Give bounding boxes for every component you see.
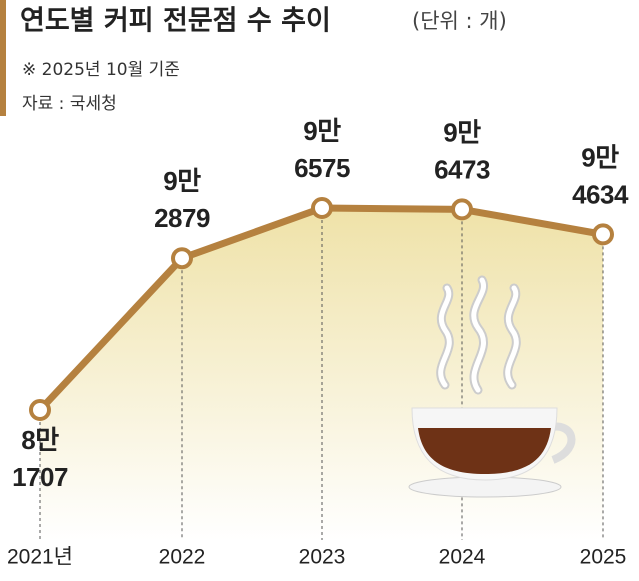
x-tick-label: 2021년 (7, 546, 73, 569)
point (171, 247, 193, 270)
value-label: 8만 1707 (12, 425, 68, 492)
subtitle: ※ 2025년 10월 기준 (22, 60, 180, 80)
unit-note: (단위 : 개) (412, 9, 507, 33)
point (29, 399, 51, 421)
value-label: 9만 2879 (154, 166, 210, 233)
coffee-cup-icon (408, 275, 576, 498)
source: 자료 : 국세청 (22, 94, 117, 114)
x-tick-label: 2025 (580, 546, 627, 569)
x-tick-label: 2024 (439, 546, 486, 569)
value-label: 9만 4634 (572, 142, 629, 209)
point (311, 197, 333, 219)
point (451, 198, 473, 221)
x-tick-label: 2023 (299, 546, 346, 569)
value-label: 9만 6473 (434, 117, 490, 184)
point (592, 223, 614, 246)
value-label: 9만 6575 (294, 116, 350, 183)
x-tick-label: 2022 (159, 546, 206, 569)
accent-bar (0, 0, 6, 116)
chart-title: 연도별 커피 전문점 수 추이 (20, 6, 331, 37)
